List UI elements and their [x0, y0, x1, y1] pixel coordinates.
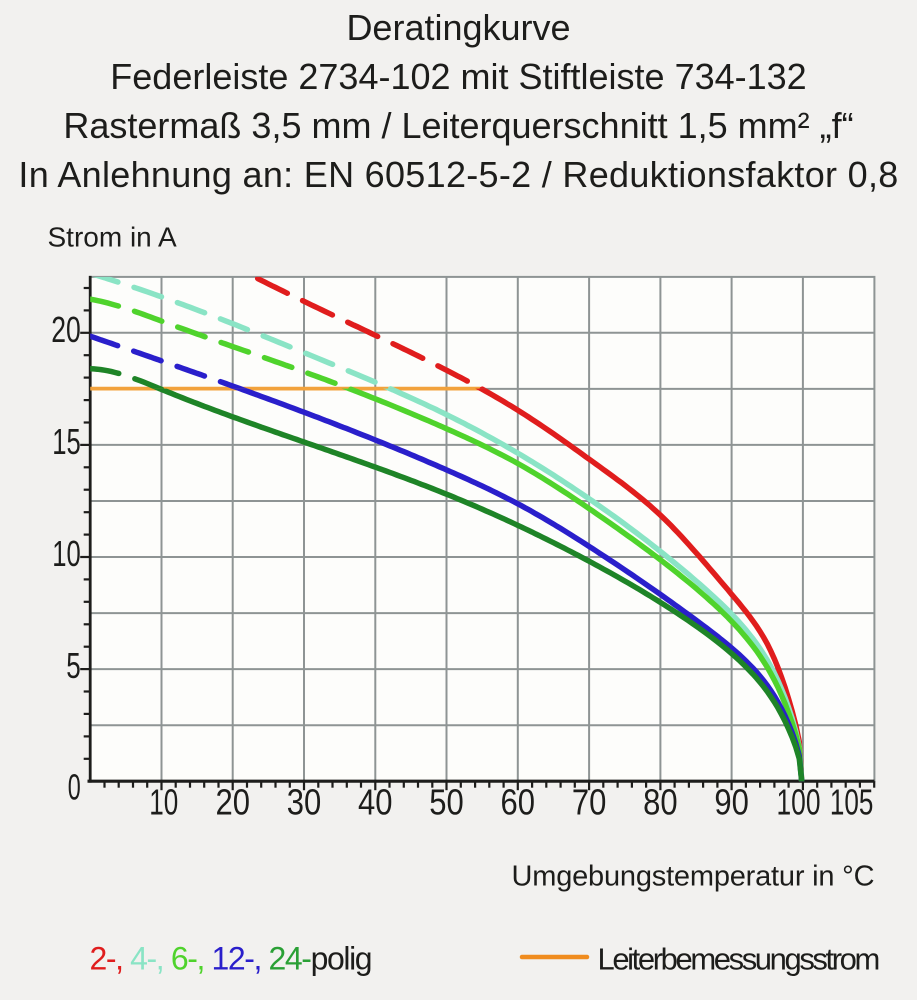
svg-text:Leiterbemessungsstrom: Leiterbemessungsstrom [598, 942, 879, 977]
svg-text:30: 30 [287, 782, 322, 823]
svg-text:10: 10 [52, 533, 81, 574]
svg-text:70: 70 [572, 782, 607, 823]
svg-text:10: 10 [149, 782, 178, 823]
svg-text:Umgebungstemperatur in °C: Umgebungstemperatur in °C [512, 861, 875, 893]
svg-text:Strom in A: Strom in A [48, 222, 177, 253]
svg-text:40: 40 [358, 782, 393, 823]
svg-text:80: 80 [643, 782, 678, 823]
svg-text:20: 20 [51, 309, 81, 350]
svg-text:2-, 4-, 6-, 12-, 24-polig: 2-, 4-, 6-, 12-, 24-polig [90, 941, 372, 977]
svg-text:0: 0 [68, 767, 81, 808]
svg-text:5: 5 [66, 645, 81, 686]
svg-text:90: 90 [714, 782, 749, 823]
svg-text:15: 15 [52, 421, 81, 462]
svg-text:50: 50 [429, 782, 464, 823]
svg-text:20: 20 [215, 782, 250, 823]
svg-text:60: 60 [501, 782, 536, 823]
svg-text:105: 105 [830, 782, 874, 823]
svg-text:100: 100 [777, 782, 821, 823]
